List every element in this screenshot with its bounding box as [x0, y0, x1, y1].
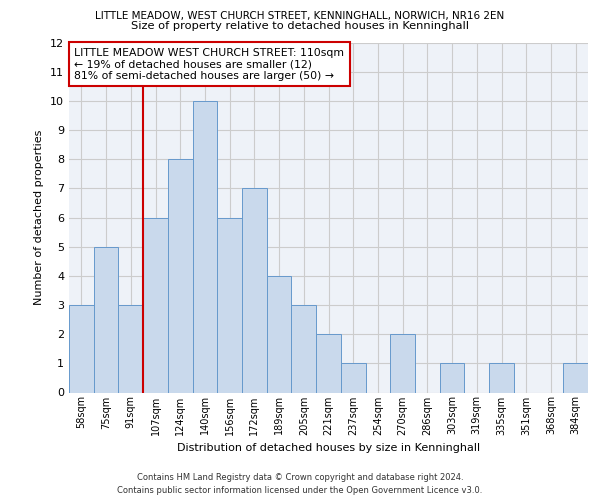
Bar — [341, 364, 365, 392]
Text: LITTLE MEADOW, WEST CHURCH STREET, KENNINGHALL, NORWICH, NR16 2EN: LITTLE MEADOW, WEST CHURCH STREET, KENNI… — [95, 11, 505, 21]
Bar — [217, 218, 242, 392]
Bar — [267, 276, 292, 392]
Bar — [440, 364, 464, 392]
Bar — [118, 305, 143, 392]
Bar — [143, 218, 168, 392]
Bar — [316, 334, 341, 392]
Y-axis label: Number of detached properties: Number of detached properties — [34, 130, 44, 305]
Bar — [94, 246, 118, 392]
Bar — [489, 364, 514, 392]
Bar — [390, 334, 415, 392]
Bar — [292, 305, 316, 392]
X-axis label: Distribution of detached houses by size in Kenninghall: Distribution of detached houses by size … — [177, 443, 480, 453]
Text: Size of property relative to detached houses in Kenninghall: Size of property relative to detached ho… — [131, 21, 469, 31]
Bar — [168, 159, 193, 392]
Bar — [563, 364, 588, 392]
Text: Contains HM Land Registry data © Crown copyright and database right 2024.
Contai: Contains HM Land Registry data © Crown c… — [118, 474, 482, 495]
Bar — [69, 305, 94, 392]
Bar — [242, 188, 267, 392]
Text: LITTLE MEADOW WEST CHURCH STREET: 110sqm
← 19% of detached houses are smaller (1: LITTLE MEADOW WEST CHURCH STREET: 110sqm… — [74, 48, 344, 81]
Bar — [193, 101, 217, 392]
